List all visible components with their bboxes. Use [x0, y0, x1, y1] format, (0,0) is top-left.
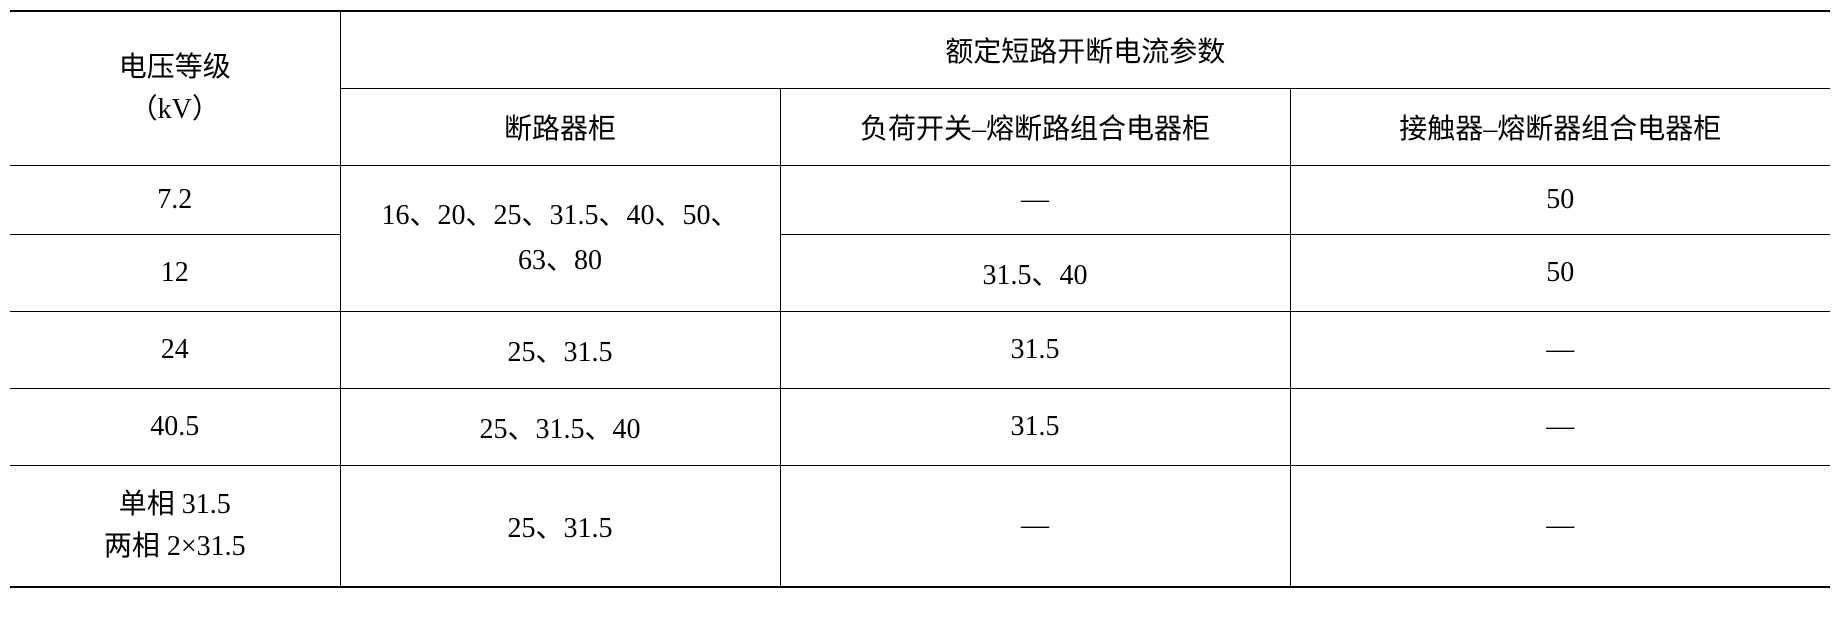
cell-contactor: — [1290, 389, 1830, 466]
cell-breaker: 25、31.5、40 [340, 389, 780, 466]
cell-load: — [780, 166, 1290, 235]
table-row: 24 25、31.5 31.5 — [10, 312, 1830, 389]
cell-breaker: 25、31.5 [340, 312, 780, 389]
voltage-line2: 两相 2×31.5 [20, 526, 330, 568]
header-params: 额定短路开断电流参数 [340, 11, 1830, 89]
cell-voltage-multiline: 单相 31.5 两相 2×31.5 [10, 466, 340, 588]
cell-load: 31.5 [780, 312, 1290, 389]
header-breaker: 断路器柜 [340, 89, 780, 166]
cell-contactor: 50 [1290, 235, 1830, 312]
table-row: 12 31.5、40 50 [10, 235, 1830, 312]
cell-voltage: 40.5 [10, 389, 340, 466]
cell-breaker-merged: 16、20、25、31.5、40、50、63、80 [340, 166, 780, 312]
header-voltage: 电压等级 （kV） [10, 11, 340, 166]
header-load-switch: 负荷开关–熔断路组合电器柜 [780, 89, 1290, 166]
header-row-1: 电压等级 （kV） 额定短路开断电流参数 [10, 11, 1830, 89]
cell-voltage: 12 [10, 235, 340, 312]
cell-load: 31.5 [780, 389, 1290, 466]
cell-contactor: — [1290, 312, 1830, 389]
breaker-values-merged: 16、20、25、31.5、40、50、63、80 [370, 194, 750, 284]
cell-load: 31.5、40 [780, 235, 1290, 312]
cell-breaker: 25、31.5 [340, 466, 780, 588]
parameters-table: 电压等级 （kV） 额定短路开断电流参数 断路器柜 负荷开关–熔断路组合电器柜 … [10, 10, 1830, 588]
cell-contactor: — [1290, 466, 1830, 588]
table-row: 40.5 25、31.5、40 31.5 — [10, 389, 1830, 466]
voltage-label-line2: （kV） [20, 89, 330, 131]
table-body: 7.2 16、20、25、31.5、40、50、63、80 — 50 12 31… [10, 166, 1830, 588]
table-row: 单相 31.5 两相 2×31.5 25、31.5 — — [10, 466, 1830, 588]
header-contactor: 接触器–熔断器组合电器柜 [1290, 89, 1830, 166]
cell-voltage: 7.2 [10, 166, 340, 235]
table-row: 7.2 16、20、25、31.5、40、50、63、80 — 50 [10, 166, 1830, 235]
cell-contactor: 50 [1290, 166, 1830, 235]
parameters-table-container: 电压等级 （kV） 额定短路开断电流参数 断路器柜 负荷开关–熔断路组合电器柜 … [10, 10, 1830, 588]
voltage-label-line1: 电压等级 [20, 47, 330, 89]
table-header: 电压等级 （kV） 额定短路开断电流参数 断路器柜 负荷开关–熔断路组合电器柜 … [10, 11, 1830, 166]
cell-voltage: 24 [10, 312, 340, 389]
voltage-line1: 单相 31.5 [20, 484, 330, 526]
cell-load: — [780, 466, 1290, 588]
